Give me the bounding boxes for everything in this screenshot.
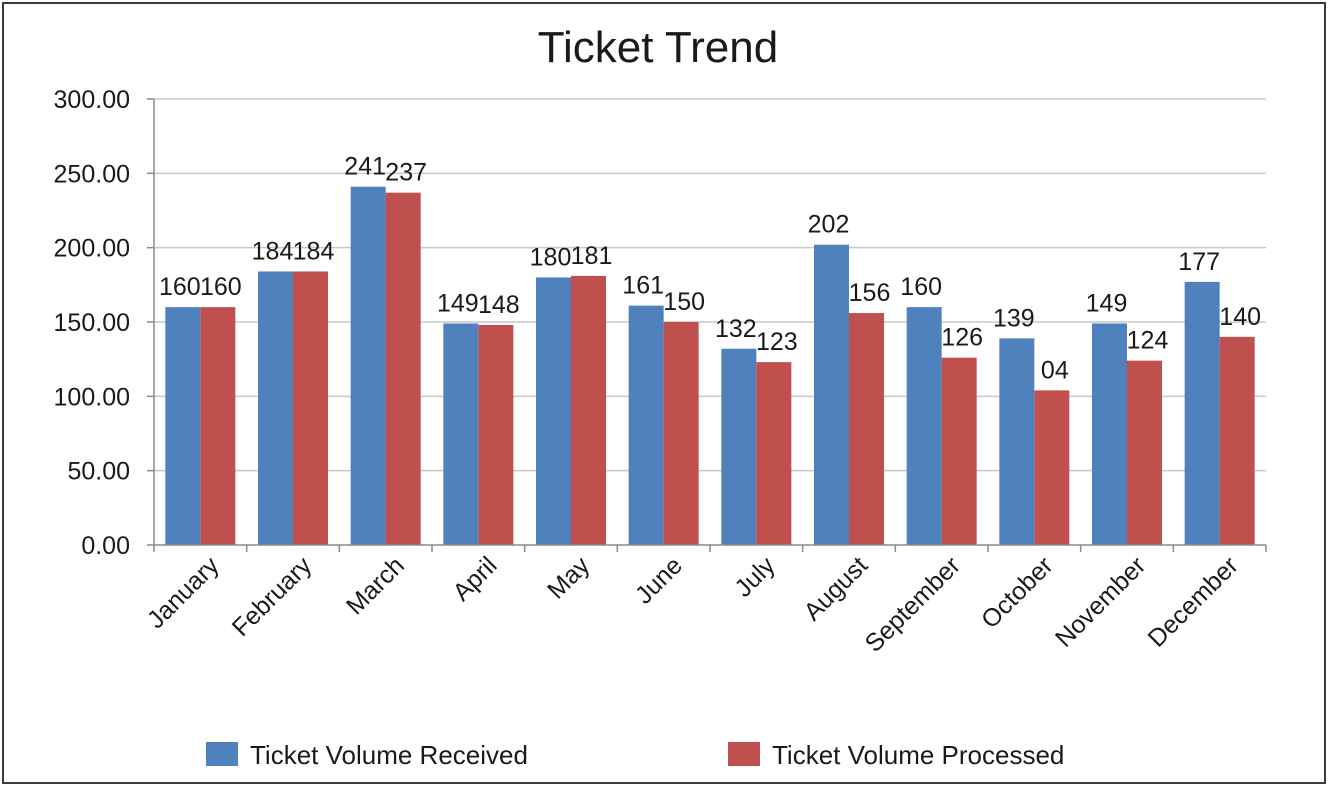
x-tick-label: October bbox=[976, 551, 1059, 634]
data-label: 160 bbox=[200, 273, 242, 301]
bar-received bbox=[999, 338, 1035, 545]
bar-received bbox=[1184, 281, 1220, 545]
bar-received bbox=[628, 305, 664, 545]
bar-received bbox=[165, 307, 201, 545]
legend-label-processed: Ticket Volume Processed bbox=[772, 740, 1064, 770]
bar-received bbox=[350, 186, 386, 546]
data-label: 181 bbox=[571, 242, 613, 270]
data-label: 184 bbox=[252, 237, 294, 265]
y-tick-label: 150.00 bbox=[54, 309, 130, 337]
bar-processed bbox=[478, 324, 514, 545]
bar-processed bbox=[663, 322, 699, 545]
chart-title: Ticket Trend bbox=[538, 23, 778, 72]
y-tick-label: 250.00 bbox=[54, 160, 130, 188]
data-label: 139 bbox=[993, 304, 1035, 332]
data-label: 237 bbox=[385, 159, 427, 187]
bar-processed bbox=[1219, 336, 1255, 545]
y-tick-label: 100.00 bbox=[54, 383, 130, 411]
x-tick-label: January bbox=[142, 551, 225, 634]
y-tick-label: 50.00 bbox=[67, 458, 130, 486]
x-tick-label: December bbox=[1143, 551, 1244, 652]
data-label: 161 bbox=[622, 272, 664, 300]
bars bbox=[165, 186, 1255, 546]
y-tick-label: 200.00 bbox=[54, 235, 130, 263]
y-tick-label: 0.00 bbox=[81, 532, 130, 560]
y-tick-label: 300.00 bbox=[54, 86, 130, 114]
x-tick-label: April bbox=[447, 551, 502, 606]
bar-processed bbox=[293, 271, 328, 545]
x-tick-label: July bbox=[729, 551, 781, 603]
bar-received bbox=[443, 323, 479, 545]
data-label: 124 bbox=[1127, 327, 1169, 355]
bar-processed bbox=[849, 313, 884, 545]
x-tick-label: September bbox=[860, 551, 966, 657]
data-label: 148 bbox=[478, 291, 520, 319]
data-label: 04 bbox=[1041, 356, 1069, 384]
x-tick-label: June bbox=[630, 551, 688, 609]
bar-processed bbox=[1127, 360, 1162, 545]
data-label: 202 bbox=[808, 211, 850, 239]
data-label: 156 bbox=[849, 279, 891, 307]
bar-processed bbox=[941, 357, 977, 545]
data-label: 241 bbox=[344, 153, 386, 181]
gridlines bbox=[154, 98, 1266, 472]
data-label: 123 bbox=[756, 328, 798, 356]
legend-label-received: Ticket Volume Received bbox=[250, 740, 528, 770]
bar-received bbox=[1092, 323, 1127, 545]
data-label: 160 bbox=[900, 273, 942, 301]
bar-received bbox=[536, 277, 571, 545]
data-label: 150 bbox=[663, 288, 705, 316]
x-tick-label: March bbox=[341, 551, 410, 620]
data-label: 140 bbox=[1219, 303, 1261, 331]
x-tick-label: August bbox=[798, 551, 873, 626]
bar-received bbox=[721, 348, 757, 545]
data-label: 180 bbox=[530, 243, 572, 271]
y-axis: 0.00 50.00 100.00 150.00 200.00 250.00 300.00 bbox=[54, 86, 155, 560]
bar-processed bbox=[756, 362, 792, 545]
bar-received bbox=[906, 307, 942, 545]
bar-processed bbox=[571, 275, 606, 545]
legend-swatch-processed bbox=[728, 742, 760, 766]
bar-processed bbox=[200, 307, 236, 545]
x-tick-label: February bbox=[227, 551, 318, 642]
data-label: 126 bbox=[941, 324, 983, 352]
legend-swatch-received bbox=[206, 742, 238, 766]
legend: Ticket Volume Received Ticket Volume Pro… bbox=[206, 740, 1064, 770]
x-axis: January February March April May June July Augu… bbox=[142, 544, 1267, 658]
bar-received bbox=[258, 271, 293, 545]
x-tick-label: November bbox=[1050, 551, 1151, 652]
data-labels: 160 184 241 149 180 161 132 202 160 139 149 177 160 1… bbox=[159, 153, 1261, 385]
bar-processed bbox=[1034, 390, 1070, 545]
data-label: 160 bbox=[159, 273, 201, 301]
data-label: 132 bbox=[715, 315, 757, 343]
bar-processed bbox=[385, 192, 421, 545]
x-tick-label: May bbox=[542, 551, 596, 605]
bar-received bbox=[814, 244, 849, 545]
data-label: 184 bbox=[293, 237, 335, 265]
data-label: 149 bbox=[1086, 289, 1128, 317]
data-label: 149 bbox=[437, 289, 479, 317]
data-label: 177 bbox=[1178, 248, 1220, 276]
